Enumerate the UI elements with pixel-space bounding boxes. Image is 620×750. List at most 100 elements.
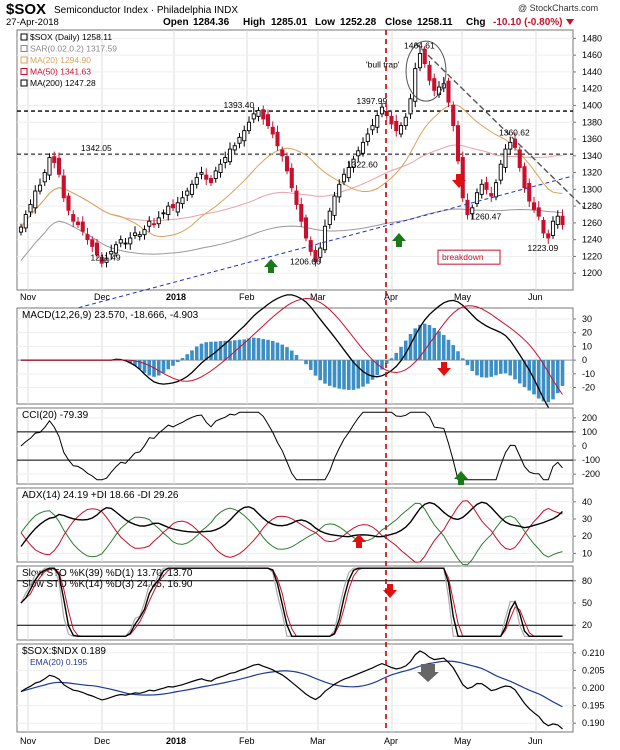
adx-title: ADX(14) 24.19 +DI 18.66 -DI 29.26 <box>22 490 179 501</box>
macd-histogram-bar <box>427 325 432 361</box>
candle <box>166 205 171 215</box>
candle <box>94 242 100 256</box>
candle <box>413 68 418 102</box>
candle <box>389 115 394 125</box>
y-tick-label: 100 <box>582 427 597 437</box>
month-label: Feb <box>239 292 255 302</box>
candle <box>61 175 66 199</box>
candle <box>379 106 385 115</box>
macd-histogram-bar <box>318 360 323 381</box>
candle <box>90 239 95 247</box>
y-tick-label: 1340 <box>582 151 602 161</box>
candle <box>33 190 38 209</box>
y-tick-label: -20 <box>582 383 595 393</box>
low-label: Low <box>315 17 335 28</box>
candle <box>18 226 24 233</box>
candle <box>346 167 351 179</box>
open-value: 1284.36 <box>193 17 230 28</box>
macd-histogram-bar <box>413 328 418 361</box>
price-panel: 1200 1220 1240 1260 1280 1300 1320 1340 1360 1380… <box>16 29 602 319</box>
month-label: Nov <box>20 736 37 746</box>
watermark[interactable]: @ StockCharts.com <box>518 3 598 13</box>
gray-down-arrow-icon <box>417 664 439 682</box>
macd-histogram-bar <box>156 360 161 376</box>
candle <box>299 204 304 222</box>
candle <box>28 204 33 213</box>
macd-histogram-bar <box>166 360 171 370</box>
legend-swatch <box>20 68 28 75</box>
candle <box>294 190 299 205</box>
candle <box>251 113 256 120</box>
month-label: 2018 <box>166 736 186 746</box>
macd-histogram-bar <box>370 360 375 380</box>
candle <box>280 149 285 157</box>
macd-histogram-bar <box>180 358 185 361</box>
macd-histogram-bar <box>251 337 256 361</box>
y-tick-label: 0.210 <box>582 648 605 658</box>
y-tick-label: 1200 <box>582 268 602 278</box>
candle <box>147 220 152 227</box>
macd-histogram-bar <box>332 360 337 388</box>
candle <box>408 98 413 115</box>
candle <box>47 157 52 176</box>
month-label: Jun <box>528 736 543 746</box>
chg-label: Chg <box>466 17 485 28</box>
macd-title: MACD(12,26,9) 23.570, -18.666, -4.903 <box>22 310 199 321</box>
macd-histogram-bar <box>351 360 356 390</box>
cci-line <box>20 411 563 481</box>
candle <box>123 242 128 245</box>
macd-histogram-bar <box>237 339 242 361</box>
high-label: High <box>243 17 265 28</box>
legend-entry: SAR(0.02,0.2) 1317.59 <box>30 44 117 54</box>
price-annotation: 1360.62 <box>499 128 530 138</box>
month-label: Feb <box>239 736 255 746</box>
macd-histogram-bar <box>261 339 266 361</box>
candle <box>227 148 233 163</box>
price-panel-frame <box>16 29 574 291</box>
y-tick-label: 1420 <box>582 84 602 94</box>
candle <box>351 158 356 168</box>
candle <box>451 105 456 127</box>
candle <box>403 116 408 127</box>
candle <box>289 167 294 189</box>
y-tick-label: 10 <box>582 341 592 351</box>
ratio-panel: 0.210 0.205 0.200 0.195 0.190 $SOX:$NDX 0.189… <box>16 643 605 733</box>
y-tick-label: 50 <box>582 598 592 608</box>
candle <box>550 220 556 236</box>
macd-histogram-bar <box>218 341 223 361</box>
adx-panel-frame <box>16 487 574 563</box>
open-label: Open <box>163 17 189 28</box>
macd-histogram-bar <box>513 360 517 380</box>
candle <box>237 136 242 144</box>
signal-line <box>21 297 563 395</box>
candle <box>99 256 104 264</box>
month-label: Apr <box>384 736 398 746</box>
price-annotation: 1223.09 <box>528 243 559 253</box>
month-label: Dec <box>94 292 111 302</box>
macd-histogram-bar <box>209 341 213 361</box>
candle <box>365 133 370 142</box>
y-tick-label: 1360 <box>582 134 602 144</box>
candle <box>512 138 518 148</box>
candle <box>455 125 461 162</box>
macd-histogram-bar <box>380 360 384 370</box>
y-tick-label: 0 <box>582 441 587 451</box>
ema-legend: EMA(20) 0.195 <box>30 657 87 667</box>
macd-histogram-bar <box>256 338 261 361</box>
date-label: 27-Apr-2018 <box>6 17 59 28</box>
red-down-arrow-icon <box>383 584 397 598</box>
macd-histogram-bar <box>175 360 180 363</box>
price-annotation: 1342.05 <box>81 143 112 153</box>
low-value: 1252.28 <box>340 17 377 28</box>
candle <box>517 149 522 168</box>
macd-histogram-bar <box>185 354 190 361</box>
macd-histogram-bar <box>204 342 209 361</box>
macd-histogram-bar <box>161 360 166 373</box>
chg-down-icon <box>566 19 574 25</box>
macd-panel: 30 20 10 0 -10 -20 MACD(12,26,9) 23.570, -18.6… <box>16 294 595 417</box>
macd-histogram-bar <box>289 350 294 361</box>
macd-histogram-bar <box>275 342 280 361</box>
y-tick-label: 20 <box>582 531 592 541</box>
month-label: Mar <box>310 292 326 302</box>
macd-histogram-bar <box>327 360 332 386</box>
